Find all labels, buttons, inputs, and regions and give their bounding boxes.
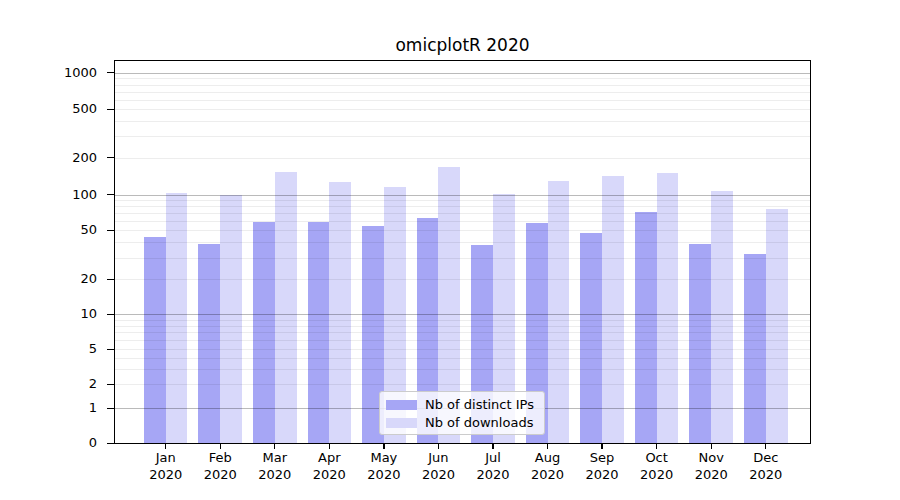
y-tick-label: 1 xyxy=(27,400,97,416)
gridline-minor xyxy=(115,349,810,350)
x-tick xyxy=(547,444,548,450)
x-tick-label: Feb 2020 xyxy=(190,450,250,484)
gridline-minor xyxy=(115,320,810,321)
gridline-minor xyxy=(115,109,810,110)
x-tick xyxy=(383,444,384,450)
x-tick-label: Sep 2020 xyxy=(572,450,632,484)
y-tick xyxy=(107,157,114,158)
y-tick-label: 0 xyxy=(27,435,97,451)
y-tick xyxy=(107,314,114,315)
gridline-minor xyxy=(115,369,810,370)
gridline-minor xyxy=(115,258,810,259)
gridline-minor xyxy=(115,136,810,137)
y-tick-label: 20 xyxy=(27,271,97,287)
gridline-minor xyxy=(115,206,810,207)
gridline-minor xyxy=(115,213,810,214)
x-tick-label: Oct 2020 xyxy=(627,450,687,484)
gridline-minor xyxy=(115,121,810,122)
bar-downloads-nov xyxy=(711,191,733,443)
y-tick-label: 2 xyxy=(27,376,97,392)
y-tick xyxy=(107,109,114,110)
y-tick xyxy=(107,279,114,280)
legend-swatch-downloads xyxy=(386,418,417,428)
gridline-minor xyxy=(115,332,810,333)
gridline-minor xyxy=(115,358,810,359)
legend-label-distinct-ips: Nb of distinct IPs xyxy=(425,396,534,414)
y-tick xyxy=(107,72,114,73)
legend-label-downloads: Nb of downloads xyxy=(425,414,533,432)
y-tick-label: 50 xyxy=(27,222,97,238)
y-tick-label: 1000 xyxy=(27,65,97,81)
gridline-minor xyxy=(115,100,810,101)
x-tick xyxy=(601,444,602,450)
y-tick xyxy=(107,408,114,409)
y-tick xyxy=(107,230,114,231)
bar-downloads-sep xyxy=(602,176,624,443)
y-tick-label: 100 xyxy=(27,187,97,203)
gridline-minor xyxy=(115,92,810,93)
gridline-major xyxy=(115,195,810,196)
legend: Nb of distinct IPs Nb of downloads xyxy=(379,391,545,435)
gridline-minor xyxy=(115,230,810,231)
x-tick-label: Dec 2020 xyxy=(736,450,796,484)
gridline-minor xyxy=(115,85,810,86)
x-tick-label: Mar 2020 xyxy=(245,450,305,484)
y-tick-label: 200 xyxy=(27,150,97,166)
x-tick xyxy=(765,444,766,450)
gridline-minor xyxy=(115,158,810,159)
gridline-minor xyxy=(115,340,810,341)
x-tick-label: Jul 2020 xyxy=(463,450,523,484)
y-tick xyxy=(107,384,114,385)
x-tick-label: Jun 2020 xyxy=(408,450,468,484)
x-tick xyxy=(492,444,493,450)
chart-title: omicplotR 2020 xyxy=(114,35,811,57)
bar-ips-feb xyxy=(198,244,220,444)
gridline-major xyxy=(115,314,810,315)
legend-swatch-distinct-ips xyxy=(386,400,417,410)
y-tick xyxy=(107,194,114,195)
y-tick xyxy=(107,443,114,444)
gridline-minor xyxy=(115,242,810,243)
x-tick xyxy=(220,444,221,450)
figure: omicplotR 2020 0 1 2 5 10 20 50 100 200 500 1000 Ja… xyxy=(0,0,900,500)
x-tick xyxy=(711,444,712,450)
legend-item-distinct-ips: Nb of distinct IPs xyxy=(380,396,544,414)
y-tick-label: 10 xyxy=(27,306,97,322)
x-tick xyxy=(438,444,439,450)
y-tick-label: 500 xyxy=(27,101,97,117)
x-tick xyxy=(329,444,330,450)
x-tick-label: Aug 2020 xyxy=(518,450,578,484)
legend-item-downloads: Nb of downloads xyxy=(380,414,544,432)
gridline-minor xyxy=(115,200,810,201)
y-tick-label: 5 xyxy=(27,341,97,357)
gridline-major xyxy=(115,73,810,74)
bar-ips-nov xyxy=(689,244,711,444)
x-tick xyxy=(656,444,657,450)
y-tick xyxy=(107,349,114,350)
gridline-minor xyxy=(115,78,810,79)
x-tick-label: May 2020 xyxy=(354,450,414,484)
x-tick-label: Apr 2020 xyxy=(299,450,359,484)
x-tick-label: Nov 2020 xyxy=(681,450,741,484)
gridline-minor xyxy=(115,279,810,280)
x-tick xyxy=(274,444,275,450)
bar-ips-sep xyxy=(580,233,602,444)
x-tick xyxy=(165,444,166,450)
gridline-minor xyxy=(115,326,810,327)
gridline-minor xyxy=(115,221,810,222)
x-tick-label: Jan 2020 xyxy=(136,450,196,484)
gridline-minor xyxy=(115,384,810,385)
